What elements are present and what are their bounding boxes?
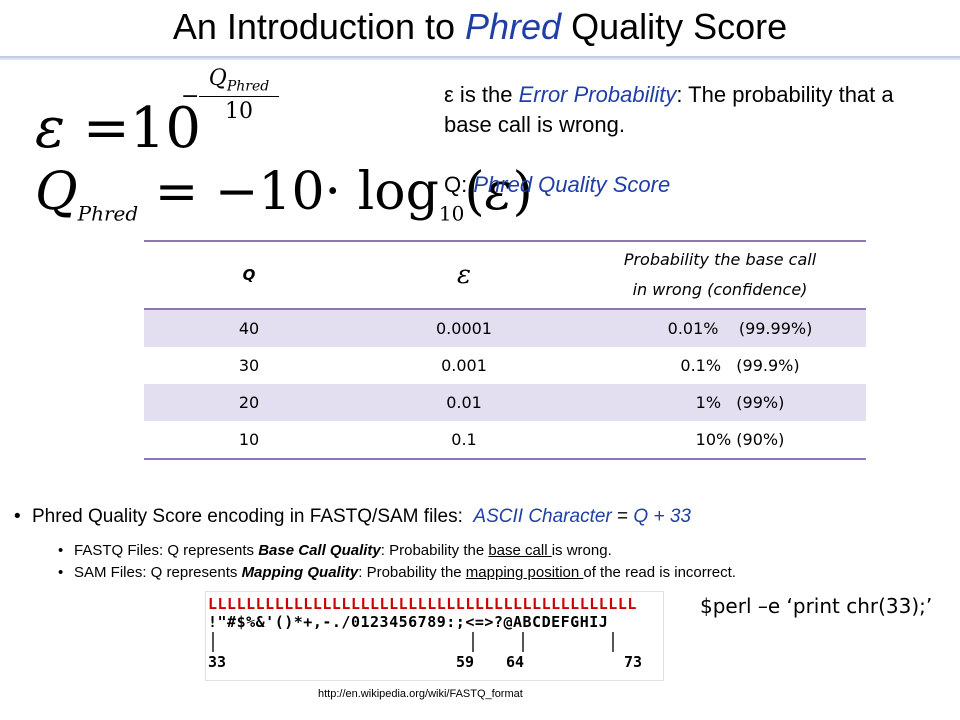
cell-epsilon: 0.0001 [354, 309, 574, 347]
bullet-fastq: • FASTQ Files: Q represents Base Call Qu… [12, 540, 952, 562]
title-emphasis: Phred [465, 6, 562, 47]
ascii-label: 64 [506, 653, 525, 671]
bullet-dot: • [14, 506, 21, 527]
cell-q: 30 [238, 356, 260, 375]
phred-score-formula: QPhred = −10· log10(ε) [35, 162, 533, 225]
formula1-equals: = [82, 96, 130, 161]
table-row: 40 0.0001 0.01% (99.99%) [144, 309, 866, 347]
cell-probability: 0.1% (99.9%) [680, 356, 800, 375]
fastq-bold: Base Call Quality [258, 542, 381, 559]
ascii-marker [472, 632, 474, 652]
ascii-label: 33 [208, 653, 227, 671]
formula2-close-paren: ) [512, 162, 533, 222]
error-probability-definition: ε is the Error Probability: The probabil… [444, 80, 914, 140]
cell-epsilon: 0.01 [354, 384, 574, 421]
sam-post: of the read is incorrect. [583, 564, 736, 581]
sam-bold: Mapping Quality [241, 564, 359, 581]
ascii-encoding-image: LLLLLLLLLLLLLLLLLLLLLLLLLLLLLLLLLLLLLLLL… [206, 592, 663, 680]
formula1-numerator-sub: Phred [226, 78, 270, 95]
cell-probability: 0.01% (99.99%) [574, 309, 866, 347]
formula1-numerator: Q [208, 66, 227, 91]
table-header-row: Q ε Probability the base call in wrong (… [144, 240, 866, 310]
formula1-epsilon: ε [35, 96, 66, 161]
page-title: An Introduction to Phred Quality Score [0, 6, 960, 48]
header-probability-line1: Probability the base call [623, 250, 817, 269]
formula2-q-sub: Phred [77, 201, 139, 226]
formula1-base: 10 [129, 96, 202, 161]
table-row: 10 0.1 10% (90%) [144, 421, 866, 460]
quality-score-table: Q ε Probability the base call in wrong (… [144, 240, 866, 460]
header-q: Q [144, 240, 354, 310]
error-probability-formula: ε =10 − QPhred 10 [35, 60, 279, 161]
fastq-underlined: base call [488, 542, 552, 559]
cell-q: 10 [144, 421, 354, 460]
cell-epsilon: 0.1 [354, 421, 574, 460]
header-probability: Probability the base call in wrong (conf… [574, 240, 866, 310]
title-divider [0, 56, 960, 60]
ascii-marker [212, 632, 214, 652]
table-row: 30 0.001 0.1% (99.9%) [144, 347, 866, 384]
encoding-formula-b: Q + 33 [633, 506, 691, 527]
header-epsilon: ε [354, 240, 574, 310]
formula1-minus: − [181, 84, 200, 109]
bullet-sam: • SAM Files: Q represents Mapping Qualit… [12, 562, 952, 584]
formula2-epsilon: ε [484, 162, 513, 222]
def2-term: Phred Quality Score [473, 172, 671, 197]
ascii-label: 73 [624, 653, 643, 671]
def1-symbol: ε [444, 82, 454, 107]
def1-rest: : The probability that a base call is wr… [444, 82, 894, 137]
cell-q: 20 [144, 384, 354, 421]
bullet-dot: • [58, 542, 64, 559]
ascii-marker [612, 632, 614, 652]
formula2-rhs: = −10· [154, 162, 342, 222]
cell-epsilon: 0.001 [441, 356, 487, 375]
cell-q: 40 [144, 309, 354, 347]
sam-underlined: mapping position [465, 564, 584, 581]
formula2-q: Q [35, 162, 78, 222]
cell-probability: 1% (99%) [574, 384, 866, 421]
perl-command: $perl –e ‘print chr(33);’ [700, 594, 933, 618]
bullet-encoding: • Phred Quality Score encoding in FASTQ/… [12, 504, 952, 530]
formula1-denominator: 10 [225, 99, 253, 125]
def2-colon: : [461, 172, 474, 197]
encoding-text: Phred Quality Score encoding in FASTQ/SA… [32, 506, 474, 527]
header-probability-line2: in wrong (confidence) [632, 280, 808, 299]
table-row: 20 0.01 1% (99%) [144, 384, 866, 421]
bullet-dot: • [58, 564, 64, 581]
cell-probability: 10% (90%) [574, 421, 866, 460]
source-link[interactable]: http://en.wikipedia.org/wiki/FASTQ_forma… [318, 688, 523, 700]
def2-symbol: Q [444, 172, 462, 197]
def1-term: Error Probability [518, 82, 677, 107]
ascii-marker [522, 632, 524, 652]
def1-is-the: is the [453, 82, 519, 107]
formula2-open-paren: ( [464, 162, 485, 222]
fastq-mid: : Probability the [380, 542, 489, 559]
phred-score-definition: Q: Phred Quality Score [444, 170, 670, 200]
sam-mid: : Probability the [358, 564, 466, 581]
ascii-label: 59 [456, 653, 475, 671]
fastq-pre: FASTQ Files: Q represents [74, 542, 259, 559]
formula2-log-base: 10 [438, 201, 465, 226]
fastq-post: is wrong. [551, 542, 612, 559]
ascii-quality-row: LLLLLLLLLLLLLLLLLLLLLLLLLLLLLLLLLLLLLLLL… [208, 595, 637, 613]
formula2-log: log [357, 162, 439, 222]
title-suffix: Quality Score [561, 6, 788, 47]
bullet-list: • Phred Quality Score encoding in FASTQ/… [12, 504, 952, 584]
encoding-formula-eq: = [611, 506, 634, 527]
sam-pre: SAM Files: Q represents [74, 564, 242, 581]
encoding-formula-a: ASCII Character [473, 506, 612, 527]
title-prefix: An Introduction to [172, 6, 465, 47]
ascii-characters-row: !"#$%&'()*+,-./0123456789:;<=>?@ABCDEFGH… [208, 613, 609, 631]
